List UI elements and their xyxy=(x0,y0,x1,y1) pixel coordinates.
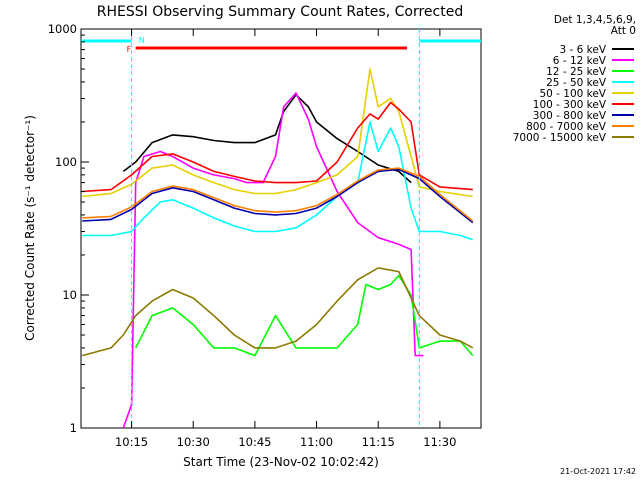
series-line-9 xyxy=(81,267,474,357)
legend-label-2: 6 - 12 keV xyxy=(553,55,607,67)
legend-label-1: 3 - 6 keV xyxy=(559,44,606,56)
legend-header-1: Det 1,3,4,5,6,9, xyxy=(554,14,636,26)
night-flag-label: N xyxy=(139,36,145,45)
series-line-6 xyxy=(82,101,473,193)
y-tick-label-3: 100 xyxy=(55,155,77,169)
footer-timestamp: 21-Oct-2021 17:42 xyxy=(560,467,636,476)
series-line-4 xyxy=(82,121,474,241)
plot-area xyxy=(80,28,482,429)
x-tick-label-5: 11:15 xyxy=(362,435,395,449)
legend-label-9: 7000 - 15000 keV xyxy=(513,132,607,144)
series-line-2 xyxy=(122,92,424,429)
y-tick-label-2: 10 xyxy=(62,288,77,302)
series-line-8 xyxy=(82,167,474,222)
series-line-1 xyxy=(122,94,412,184)
flare-flag-label: F xyxy=(127,45,132,54)
x-tick-label-3: 10:45 xyxy=(238,435,271,449)
axes-layer: 10:15 10:30 10:45 11:00 11:15 11:30 1 10 100 1000 xyxy=(48,22,457,449)
legend-label-3: 12 - 25 keV xyxy=(546,66,607,78)
y-tick-label-1: 1 xyxy=(70,421,77,435)
flags-layer: FN xyxy=(81,29,481,428)
series-line-3 xyxy=(134,274,474,357)
legend-label-7: 300 - 800 keV xyxy=(533,110,607,122)
x-tick-label-4: 11:00 xyxy=(300,435,333,449)
legend-label-8: 800 - 7000 keV xyxy=(526,121,607,133)
y-axis-label: Corrected Count Rate (s⁻¹ detector⁻¹) xyxy=(23,115,37,341)
series-line-7 xyxy=(82,168,474,224)
series-line-5 xyxy=(82,68,473,198)
legend-label-6: 100 - 300 keV xyxy=(533,99,607,111)
plot-frame xyxy=(80,28,482,429)
chart-title: RHESSI Observing Summary Count Rates, Co… xyxy=(97,4,463,20)
x-tick-label-6: 11:30 xyxy=(423,435,456,449)
x-axis-label: Start Time (23-Nov-02 10:02:42) xyxy=(183,455,379,469)
legend-header-2: Att 0 xyxy=(611,25,636,37)
x-tick-label-2: 10:30 xyxy=(177,435,210,449)
legend-label-4: 25 - 50 keV xyxy=(546,77,607,89)
y-tick-label-4: 1000 xyxy=(48,22,77,36)
series-layer xyxy=(81,68,474,429)
legend-label-5: 50 - 100 keV xyxy=(539,88,606,100)
x-tick-label-1: 10:15 xyxy=(115,435,148,449)
